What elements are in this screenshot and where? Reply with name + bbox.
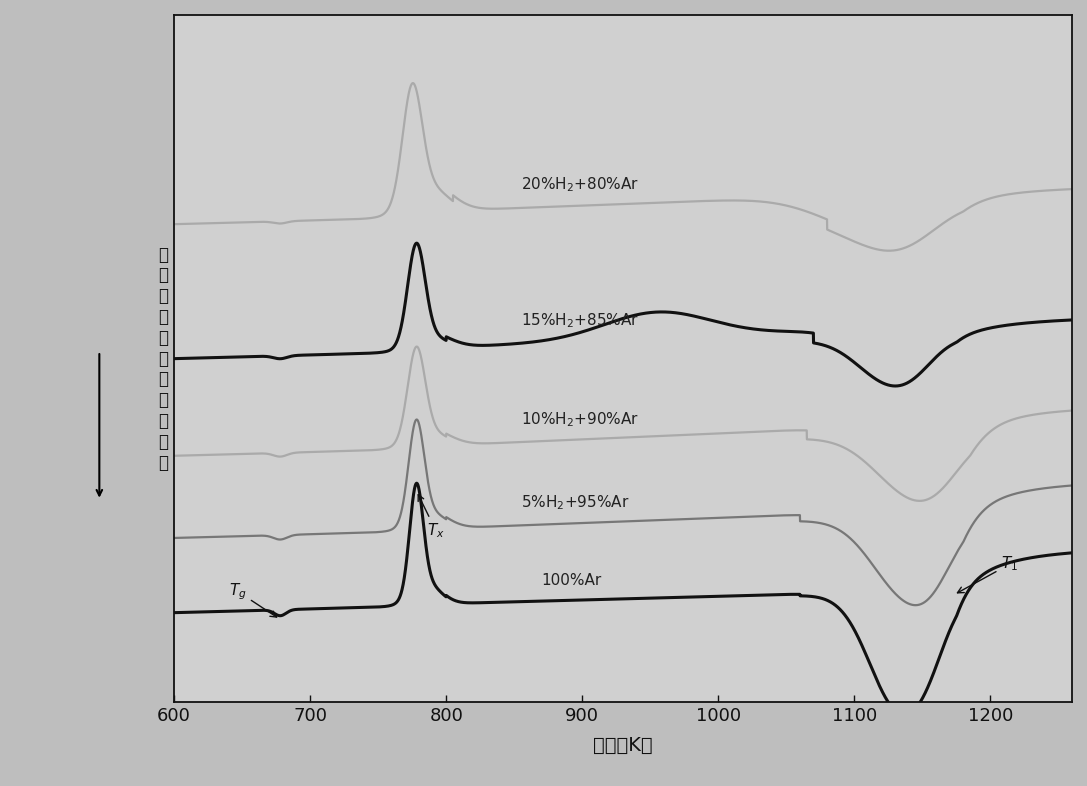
Text: 15%H$_2$+85%Ar: 15%H$_2$+85%Ar bbox=[521, 311, 639, 330]
Text: 20%H$_2$+80%Ar: 20%H$_2$+80%Ar bbox=[521, 176, 639, 194]
Text: 100%Ar: 100%Ar bbox=[541, 573, 602, 588]
Y-axis label: 吸
放
热
流
量
（
任
意
单
位
）: 吸 放 热 流 量 （ 任 意 单 位 ） bbox=[158, 246, 168, 472]
Text: 5%H$_2$+95%Ar: 5%H$_2$+95%Ar bbox=[521, 493, 629, 512]
X-axis label: 温度（K）: 温度（K） bbox=[594, 736, 653, 755]
Text: $T_x$: $T_x$ bbox=[418, 494, 445, 540]
Text: 10%H$_2$+90%Ar: 10%H$_2$+90%Ar bbox=[521, 410, 639, 428]
Text: $T_g$: $T_g$ bbox=[228, 581, 277, 617]
Text: $T_1$: $T_1$ bbox=[958, 555, 1019, 593]
